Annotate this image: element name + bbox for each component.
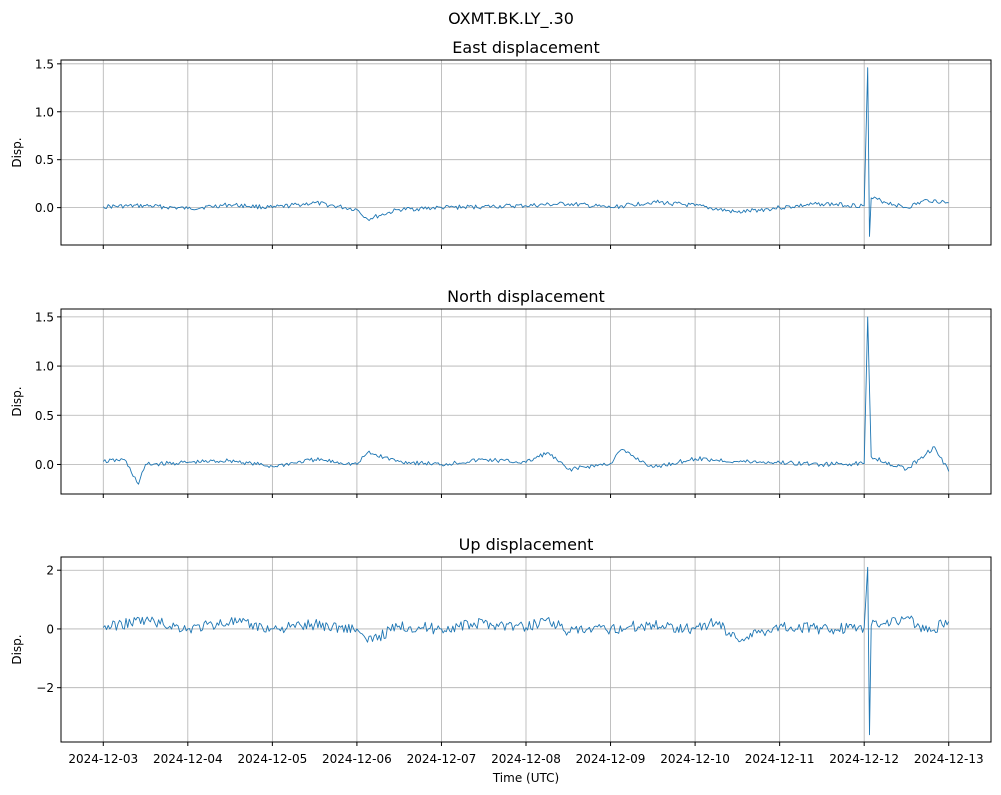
plot-frame [60,308,992,495]
series-line [102,566,950,736]
y-tick-label: 0.5 [35,153,54,167]
panels: 0.0 0.5 1.0 1.5 East displacement Disp. 0.0 0.5… [10,38,992,766]
x-tick-label: 2024-12-13 [914,752,984,766]
x-tick-label: 2024-12-05 [237,752,307,766]
x-tick-label: 2024-12-12 [829,752,899,766]
y-tick-label: 0.0 [35,458,54,472]
x-tick-label: 2024-12-07 [407,752,477,766]
y-tick-label: 0.5 [35,409,54,423]
y-tick-label: 1.0 [35,105,54,119]
plot-frame [60,556,992,743]
panel-3: −2 0 2 Up displacement Disp. 2024-12-03 2024-1… [10,535,992,766]
y-tick-label: 1.5 [35,310,54,324]
y-tick-label: 2 [46,564,54,578]
x-tick-label: 2024-12-06 [322,752,392,766]
figure-title: OXMT.BK.LY_.30 [448,9,574,29]
x-tick-label: 2024-12-09 [576,752,646,766]
series-line [102,316,950,485]
y-axis-label: Disp. [10,137,24,167]
y-tick-label: −2 [36,681,54,695]
x-axis-label: Time (UTC) [492,771,559,785]
panel-2: 0.0 0.5 1.0 1.5 North displacement Disp. [10,287,992,498]
x-tick-label: 2024-12-08 [491,752,561,766]
y-axis-label: Disp. [10,634,24,664]
y-axis-label: Disp. [10,386,24,416]
panel-title: Up displacement [459,535,594,554]
y-tick-label: 0 [46,622,54,636]
panel-title: North displacement [447,287,605,306]
x-tick-label: 2024-12-04 [153,752,223,766]
panel-1: 0.0 0.5 1.0 1.5 East displacement Disp. [10,38,992,249]
series-line [102,67,949,237]
y-tick-label: 0.0 [35,201,54,215]
x-tick-label: 2024-12-11 [745,752,815,766]
x-tick-label: 2024-12-10 [660,752,730,766]
y-tick-label: 1.0 [35,360,54,374]
plot-frame [60,59,992,246]
panel-title: East displacement [452,38,599,57]
x-tick-label: 2024-12-03 [68,752,138,766]
y-tick-label: 1.5 [35,57,54,71]
